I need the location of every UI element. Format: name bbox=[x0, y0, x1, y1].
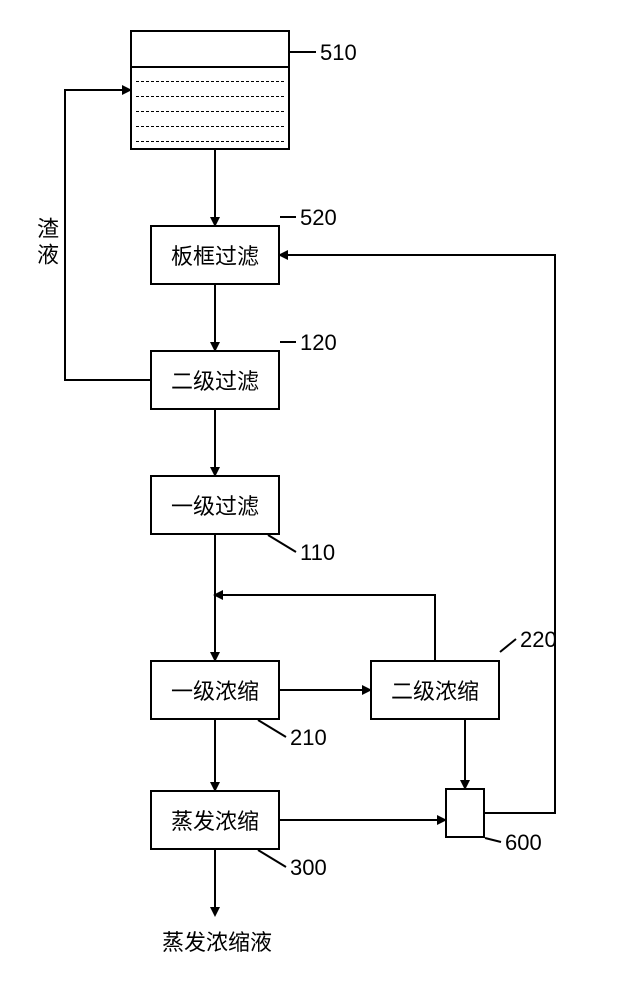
box-junction bbox=[445, 788, 485, 838]
box-label: 一级浓缩 bbox=[171, 674, 259, 706]
box-evap-conc: 蒸发浓缩 bbox=[150, 790, 280, 850]
id-label-220: 220 bbox=[520, 627, 557, 653]
box-label: 蒸发浓缩 bbox=[171, 804, 259, 836]
box-label: 二级浓缩 bbox=[391, 674, 479, 706]
id-label-210: 210 bbox=[290, 725, 327, 751]
id-label-510: 510 bbox=[320, 40, 357, 66]
liquid-tank bbox=[130, 30, 290, 150]
box-label: 二级过滤 bbox=[171, 364, 259, 396]
id-label-120: 120 bbox=[300, 330, 337, 356]
label-slag-liquid: 渣液 bbox=[30, 217, 62, 269]
box-label: 一级过滤 bbox=[171, 489, 259, 521]
id-label-110: 110 bbox=[300, 540, 335, 566]
box-secondary-conc: 二级浓缩 bbox=[370, 660, 500, 720]
box-plate-filter: 板框过滤 bbox=[150, 225, 280, 285]
box-secondary-filter: 二级过滤 bbox=[150, 350, 280, 410]
label-evap-concentrate: 蒸发浓缩液 bbox=[162, 925, 272, 957]
id-label-600: 600 bbox=[505, 830, 542, 856]
box-primary-conc: 一级浓缩 bbox=[150, 660, 280, 720]
tank-liquid bbox=[132, 66, 288, 148]
box-label: 板框过滤 bbox=[171, 239, 259, 271]
tank-liquid-surface bbox=[132, 66, 288, 68]
id-label-300: 300 bbox=[290, 855, 327, 881]
id-label-520: 520 bbox=[300, 205, 337, 231]
box-primary-filter: 一级过滤 bbox=[150, 475, 280, 535]
